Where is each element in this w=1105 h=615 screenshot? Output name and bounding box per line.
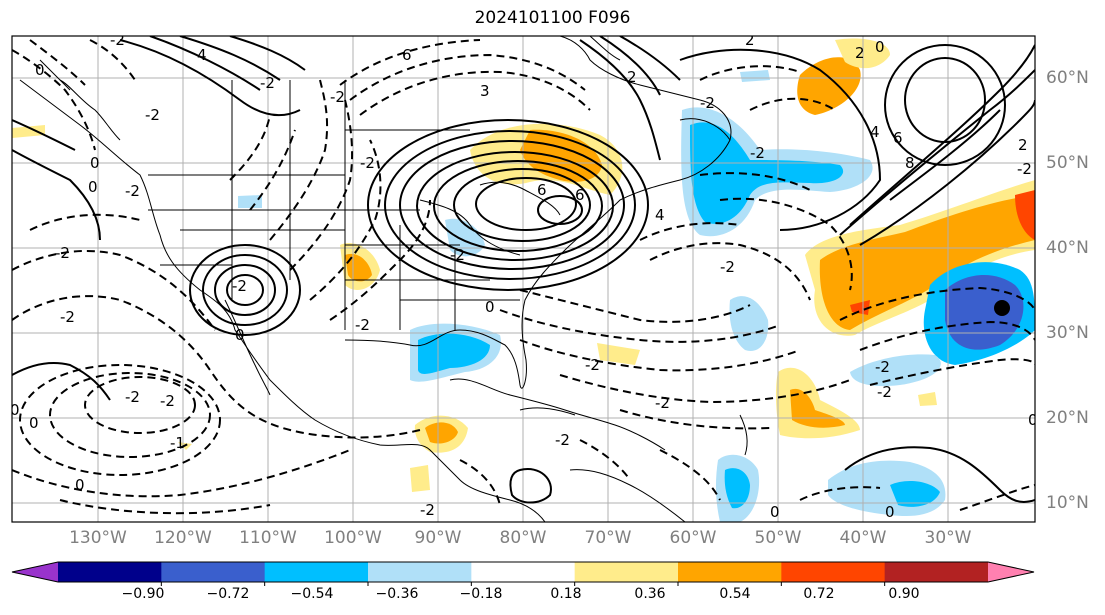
map-frame: [11, 35, 1036, 523]
contour-label: 6: [575, 186, 585, 204]
gridlines: [12, 36, 1035, 522]
lon-label: 100°W: [324, 528, 382, 548]
lon-label: 70°W: [584, 528, 632, 548]
lat-label: 60°N: [1046, 68, 1089, 88]
contour-label: -2: [875, 358, 890, 376]
contour-label: 2: [855, 44, 865, 62]
lon-label: 110°W: [239, 528, 297, 548]
contour-label: -2: [330, 88, 345, 106]
contour-label: -2: [232, 277, 247, 295]
contour-label: -2: [655, 394, 670, 412]
colorbar-tick-label: −0.54: [290, 586, 334, 602]
contour-label: -2: [55, 244, 70, 262]
lon-label: 40°W: [839, 528, 887, 548]
contour-label: 6: [893, 129, 903, 147]
contour-label: -2: [555, 431, 570, 449]
contour-label: 0: [29, 414, 39, 432]
lat-label: 30°N: [1046, 323, 1089, 343]
contour-label: 3: [480, 82, 490, 100]
lon-label: 60°W: [669, 528, 717, 548]
contour-label: 0: [875, 38, 885, 56]
contour-labels: 4 6 3 0 0 0 -2 -2 -2 -2 -2 -2 -2 -1 0 -2…: [10, 31, 1038, 521]
colorbar-tick-label: 0.90: [888, 586, 920, 602]
colorbar-tick-label: −0.72: [206, 586, 250, 602]
contours-positive: [12, 36, 1035, 504]
colorbar-tick-label: 0.36: [634, 586, 666, 602]
contour-label: -2: [360, 154, 375, 172]
lon-label: 30°W: [924, 528, 972, 548]
contour-label: -2: [420, 501, 435, 519]
contour-label: 6: [537, 181, 547, 199]
contour-label: -2: [700, 94, 715, 112]
lon-label: 130°W: [69, 528, 127, 548]
contour-label: 2: [1018, 136, 1028, 154]
contour-label: -2: [125, 388, 140, 406]
contour-label: 0: [35, 61, 45, 79]
contour-label: 0: [1028, 411, 1038, 429]
lat-label: 50°N: [1046, 153, 1089, 173]
colorbar-tick-label: −0.36: [375, 586, 419, 602]
contour-label: -2: [720, 258, 735, 276]
contour-label: -1: [170, 434, 185, 452]
contour-label: -2: [1017, 160, 1032, 178]
contour-label: 0: [75, 476, 85, 494]
contour-label: 0: [770, 503, 780, 521]
contour-label: 2: [627, 68, 637, 86]
contour-label: 0: [88, 178, 98, 196]
map-title: 2024101100 F096: [474, 8, 631, 28]
contour-label: -2: [355, 316, 370, 334]
lon-label: 120°W: [154, 528, 212, 548]
lat-label: 20°N: [1046, 408, 1089, 428]
lon-label: 90°W: [414, 528, 462, 548]
map-plot-area: 4 6 3 0 0 0 -2 -2 -2 -2 -2 -2 -2 -1 0 -2…: [10, 31, 1038, 522]
contour-label: 0: [485, 298, 495, 316]
colorbar-tick-label: 0.54: [719, 586, 751, 602]
coastlines: [19, 36, 748, 522]
colorbar-tick-label: 0.72: [803, 586, 835, 602]
contour-label: 0: [90, 154, 100, 172]
location-marker-dot: [994, 300, 1010, 316]
contour-label: 0: [10, 401, 20, 419]
contour-label: -2: [60, 308, 75, 326]
contour-label: -2: [160, 392, 175, 410]
contour-label: 4: [870, 123, 880, 141]
colorbar-tick-label: 0.18: [550, 586, 582, 602]
contour-label: 2: [745, 31, 755, 49]
contour-label: -2: [877, 383, 892, 401]
colorbar-tick-label: −0.18: [459, 586, 503, 602]
contour-label: -2: [125, 182, 140, 200]
contour-label: -2: [110, 31, 125, 49]
contour-label: -2: [750, 144, 765, 162]
lat-label: 10°N: [1046, 493, 1089, 513]
contour-label: 0: [235, 326, 245, 344]
contour-label: 4: [197, 46, 207, 64]
lon-label: 50°W: [754, 528, 802, 548]
contours-negative: [12, 39, 1035, 515]
contour-label: 6: [402, 46, 412, 64]
colorbar-tick-label: −0.90: [121, 586, 165, 602]
contour-label: -2: [585, 356, 600, 374]
lon-label: 80°W: [499, 528, 547, 548]
contour-label: -2: [450, 246, 465, 264]
contour-label: 0: [885, 503, 895, 521]
contour-label: 4: [655, 206, 665, 224]
contour-label: -2: [260, 74, 275, 92]
lat-label: 40°N: [1046, 238, 1089, 258]
contour-label: -2: [145, 106, 160, 124]
contour-label: 8: [905, 154, 915, 172]
